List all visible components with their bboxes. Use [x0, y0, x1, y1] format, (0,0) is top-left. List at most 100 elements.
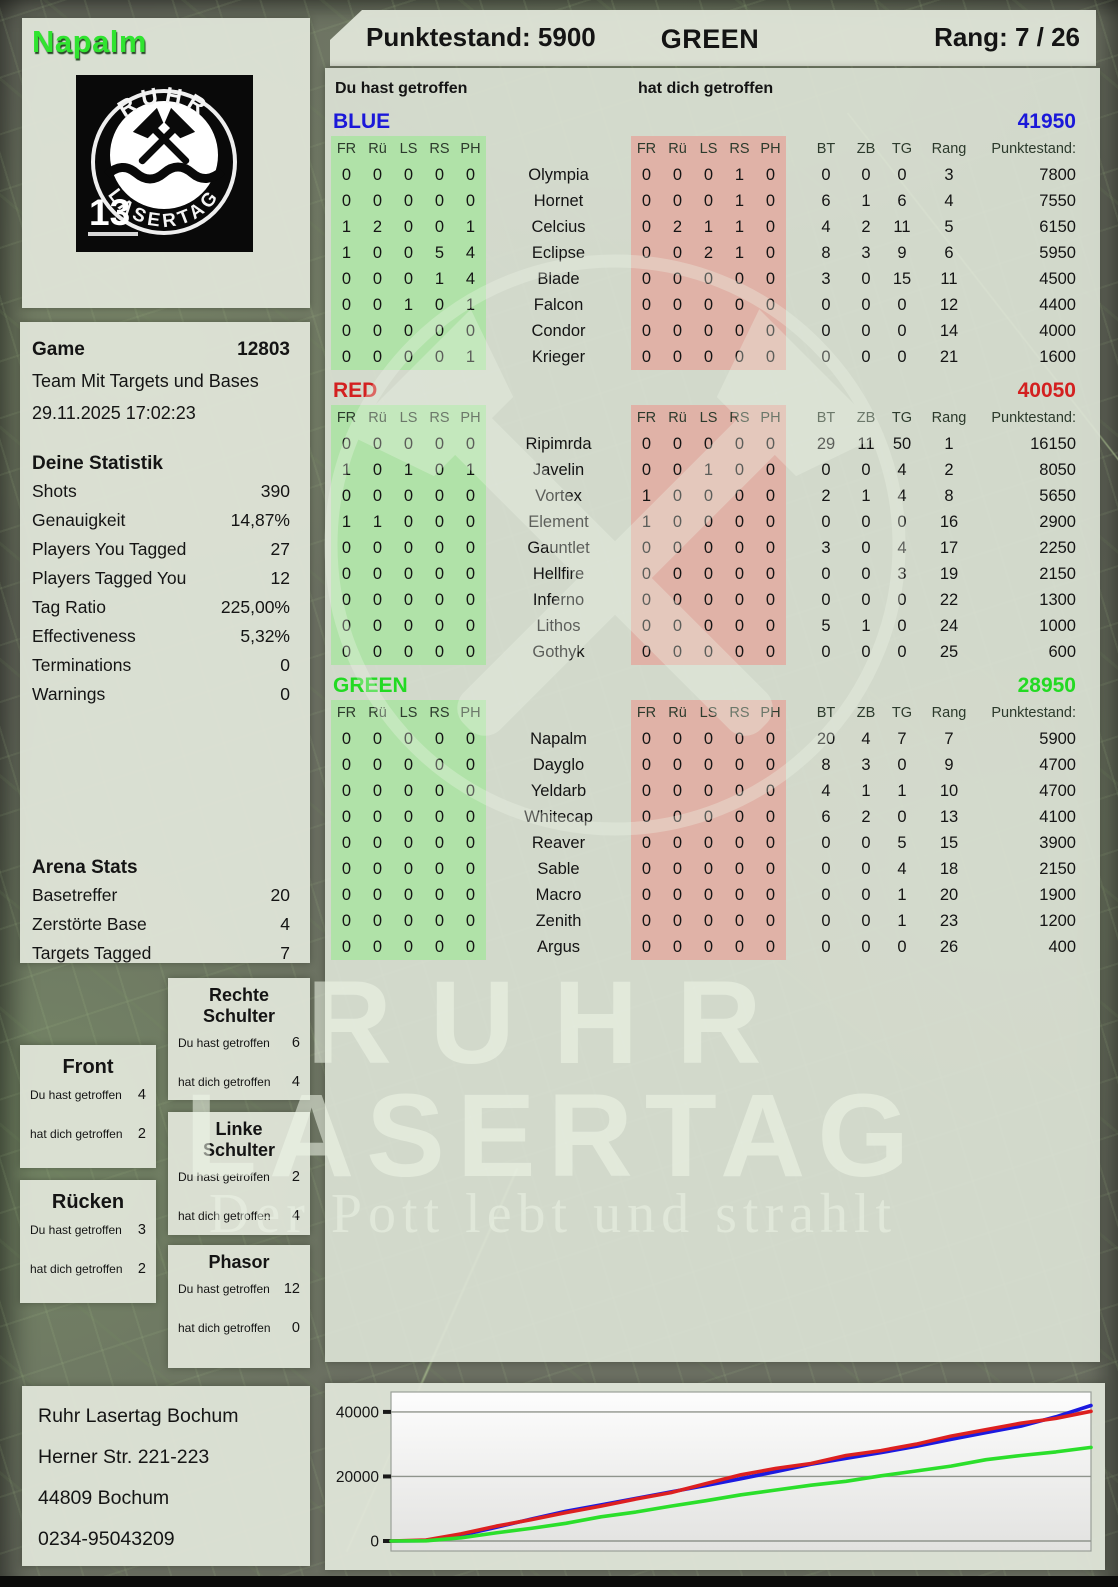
player-name: Macro — [535, 886, 582, 904]
tg-value: 0 — [897, 322, 907, 340]
stat-value: 14,87% — [230, 510, 290, 530]
table-row: 0 0 0 0 0 Inferno 0 0 0 0 0 0 0 0 22 1300 — [331, 587, 1076, 613]
rang-value: 16 — [939, 513, 959, 531]
col-header: RS — [724, 405, 755, 431]
hit-panel-title: Rücken — [51, 1191, 125, 1213]
zb-value: 4 — [861, 730, 871, 748]
you-hit-cell: 0 — [331, 726, 362, 752]
hit-panel-title: Linke Schulter — [202, 1119, 276, 1160]
table-row: 0 0 0 0 0 Gothyk 0 0 0 0 0 0 0 0 25 600 — [331, 639, 1076, 665]
them-hit-cell: 0 — [755, 804, 786, 830]
you-hit-cell: 0 — [424, 726, 455, 752]
tg-value: 1 — [897, 886, 907, 904]
them-hit-cell: 0 — [724, 535, 755, 561]
player-name: Eclipse — [531, 244, 586, 262]
gap — [786, 804, 804, 830]
them-hit-cell: 0 — [693, 752, 724, 778]
you-hit-cell: 0 — [455, 535, 486, 561]
you-hit-cell: 0 — [455, 162, 486, 188]
you-hit-cell: 0 — [393, 318, 424, 344]
them-hit-cell: 0 — [662, 344, 693, 370]
them-hit-cell: 0 — [631, 934, 662, 960]
you-hit-cell: 0 — [393, 561, 424, 587]
gap — [786, 136, 804, 162]
you-hit-cell: 0 — [393, 830, 424, 856]
bt-value: 0 — [821, 834, 831, 852]
player-name: Inferno — [532, 591, 585, 609]
them-hit-cell: 0 — [724, 726, 755, 752]
you-hit-cell: 0 — [362, 318, 393, 344]
you-hit-value: 3 — [137, 1222, 146, 1238]
punktestand-value: 400 — [1048, 938, 1076, 956]
you-hit-cell: 0 — [455, 587, 486, 613]
hit-panel-linke-schulter: Linke Schulter Du hast getroffen 2 hat di… — [168, 1112, 310, 1235]
punktestand-value: 1900 — [1039, 886, 1076, 904]
gap — [786, 431, 804, 457]
you-hit-cell: 0 — [393, 908, 424, 934]
you-hit-cell: 0 — [331, 908, 362, 934]
them-hit-cell: 0 — [724, 752, 755, 778]
gap — [786, 214, 804, 240]
arena-stat-label: Targets Tagged — [32, 943, 152, 963]
stat-value: 225,00% — [220, 597, 290, 617]
punktestand-value: 1000 — [1039, 617, 1076, 635]
player-name: Reaver — [531, 834, 586, 852]
zb-value: 0 — [861, 513, 871, 531]
you-hit-cell: 0 — [393, 752, 424, 778]
you-hit-cell: 0 — [424, 934, 455, 960]
them-hit-value: 2 — [137, 1261, 146, 1277]
them-hit-cell: 0 — [724, 292, 755, 318]
team-name: RED — [333, 379, 378, 402]
them-hit-cell: 0 — [662, 934, 693, 960]
them-hit-cell: 0 — [631, 882, 662, 908]
table-row: 1 0 0 5 4 Eclipse 0 0 2 1 0 8 3 9 6 5950 — [331, 240, 1076, 266]
rang-value: 20 — [939, 886, 959, 904]
zb-value: 1 — [861, 782, 871, 800]
you-hit-cell: 0 — [362, 292, 393, 318]
gap — [786, 561, 804, 587]
them-hit-cell: 0 — [662, 457, 693, 483]
you-hit-cell: 0 — [362, 934, 393, 960]
table-row: 0 0 0 0 0 Whitecap 0 0 0 0 0 6 2 0 13 4100 — [331, 804, 1076, 830]
bt-value: 0 — [821, 938, 831, 956]
player-name: Hellfire — [532, 565, 585, 583]
you-hit-value: 2 — [291, 1169, 300, 1185]
tg-value: 9 — [897, 244, 907, 262]
punktestand-value: 5900 — [1039, 730, 1076, 748]
them-hit-cell: 0 — [631, 726, 662, 752]
them-hit-cell: 0 — [662, 726, 693, 752]
gap — [786, 856, 804, 882]
table-row: 1 0 1 0 1 Javelin 0 0 1 0 0 0 0 4 2 8050 — [331, 457, 1076, 483]
zb-value: 2 — [861, 808, 871, 826]
player-panel: Napalm RUHR LASERTAG — [22, 18, 310, 308]
hit-panel-front: Front Du hast getroffen 4 hat dich getrof… — [20, 1045, 156, 1168]
rang-value: 5 — [944, 218, 954, 236]
punktestand-value: 4100 — [1039, 808, 1076, 826]
table-row: 0 0 0 0 0 Macro 0 0 0 0 0 0 0 1 20 1900 — [331, 882, 1076, 908]
zb-value: 3 — [861, 756, 871, 774]
you-hit-cell: 0 — [455, 908, 486, 934]
them-hit-cell: 0 — [631, 344, 662, 370]
punktestand-value: 6150 — [1039, 218, 1076, 236]
you-hit-cell: 0 — [331, 587, 362, 613]
venue-phone: 0234-95043209 — [38, 1528, 175, 1550]
you-hit-cell: 0 — [455, 509, 486, 535]
team-section-green: GREEN 28950 FR Rü LS RS PH FR Rü LS RS PH BT ZB TG Rang… — [331, 672, 1076, 960]
them-hit-row: hat dich getroffen 2 — [30, 1126, 146, 1142]
tg-value: 0 — [897, 348, 907, 366]
punktestand-value: 2900 — [1039, 513, 1076, 531]
tg-value: 50 — [892, 435, 912, 453]
team-header: GREEN 28950 — [331, 672, 1076, 700]
them-hit-cell: 0 — [755, 613, 786, 639]
them-hit-cell: 0 — [755, 344, 786, 370]
col-header: RS — [724, 136, 755, 162]
gap — [786, 613, 804, 639]
zb-value: 0 — [861, 166, 871, 184]
them-hit-cell: 0 — [724, 457, 755, 483]
bt-value: 0 — [821, 565, 831, 583]
stat-label: Tag Ratio — [32, 597, 106, 617]
tg-value: 4 — [897, 487, 907, 505]
col-header: Punktestand: — [991, 705, 1076, 721]
them-hit-cell: 0 — [693, 613, 724, 639]
them-hit-cell: 0 — [631, 292, 662, 318]
